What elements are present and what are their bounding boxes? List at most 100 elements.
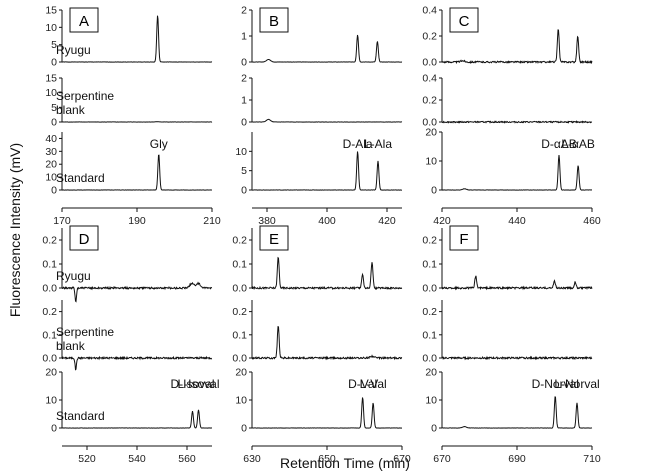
y-tick-label: 0 xyxy=(241,185,247,197)
x-tick-label: 440 xyxy=(508,215,526,227)
y-tick-label: 40 xyxy=(45,133,57,145)
x-tick-label: 690 xyxy=(508,453,526,465)
chromatogram-trace xyxy=(61,355,213,371)
panel-letter: F xyxy=(459,231,468,248)
y-tick-label: 10 xyxy=(45,172,57,184)
sample-label: Standard xyxy=(56,171,105,185)
trace-row: 0 1 2 xyxy=(241,73,403,129)
peak-annotation: D-Val xyxy=(348,377,377,391)
peak-annotation: L-Ala xyxy=(364,137,392,151)
chromatogram-trace xyxy=(441,275,593,291)
trace-row: 0.0 0.1 0.2 Ryugu xyxy=(42,228,213,303)
y-tick-label: 0.2 xyxy=(422,31,437,43)
trace-row: 0.0 0.2 0.4 xyxy=(422,5,593,69)
peak-annotation: Gly xyxy=(150,137,168,151)
y-tick-label: 10 xyxy=(425,395,437,407)
y-tick-label: 0.0 xyxy=(42,283,57,295)
chromatogram-trace xyxy=(252,34,403,63)
y-tick-label: 10 xyxy=(45,22,57,34)
peak-annotation: L-Norval xyxy=(554,377,599,391)
y-tick-label: 0.0 xyxy=(232,353,247,365)
trace-row: 0.0 0.1 0.2 xyxy=(422,300,593,365)
peak-annotation: D-Norval xyxy=(532,377,579,391)
y-tick-label: 1 xyxy=(241,31,247,43)
x-tick-label: 520 xyxy=(78,453,96,465)
y-tick-label: 0.0 xyxy=(422,57,437,69)
y-tick-label: 0 xyxy=(51,117,57,129)
chromatogram-trace xyxy=(252,256,403,291)
x-tick-label: 400 xyxy=(318,215,336,227)
y-tick-label: 2 xyxy=(241,5,247,17)
x-tick-label: 420 xyxy=(433,215,451,227)
panel-letter: B xyxy=(269,13,279,30)
panel-letter-box xyxy=(259,225,289,251)
chromatogram-trace xyxy=(61,409,212,429)
chromatogram-trace xyxy=(251,118,403,123)
y-tick-label: 5 xyxy=(51,39,57,51)
y-tick-label: 0.0 xyxy=(422,117,437,129)
y-tick-label: 10 xyxy=(45,395,57,407)
y-tick-label: 15 xyxy=(45,5,57,17)
y-tick-label: 5 xyxy=(51,102,57,114)
y-tick-label: 0 xyxy=(431,185,437,197)
y-tick-label: 0.4 xyxy=(422,73,437,85)
y-tick-label: 0.4 xyxy=(422,5,437,17)
y-tick-label: 20 xyxy=(235,367,247,379)
y-tick-label: 2 xyxy=(241,73,247,85)
y-tick-label: 0 xyxy=(51,423,57,435)
y-tick-label: 0 xyxy=(241,57,247,69)
x-tick-label: 460 xyxy=(583,215,601,227)
panel-letter: D xyxy=(79,231,90,248)
x-tick-label: 650 xyxy=(318,453,336,465)
panel-a: A051015Ryugu051015Serpentineblank0102030… xyxy=(45,5,221,228)
sample-label: Ryugu xyxy=(56,43,91,57)
y-tick-label: 0 xyxy=(431,423,437,435)
chromatogram-trace xyxy=(252,151,402,191)
panel-letter-box xyxy=(259,7,289,33)
y-tick-label: 20 xyxy=(425,127,437,139)
y-tick-label: 0 xyxy=(241,423,247,435)
panel-f: F 0.0 0.1 0.2 0.0 0.1 0.2 0 10 20 D-NorvalL-Norval… xyxy=(422,225,601,465)
x-axis-label: Retention Time (min) xyxy=(280,455,410,471)
y-tick-label: 0 xyxy=(51,185,57,197)
y-tick-label: 0 xyxy=(51,57,57,69)
panel-letter: C xyxy=(459,13,470,30)
y-tick-label: 0.0 xyxy=(422,353,437,365)
sample-label: Serpentine xyxy=(56,89,114,103)
y-tick-label: 0.2 xyxy=(232,235,247,247)
y-tick-label: 0 xyxy=(241,117,247,129)
y-tick-label: 30 xyxy=(45,146,57,158)
y-tick-label: 10 xyxy=(235,395,247,407)
sample-label: blank xyxy=(56,103,86,117)
y-tick-label: 0.2 xyxy=(422,95,437,107)
y-tick-label: 0.2 xyxy=(422,306,437,318)
x-tick-label: 630 xyxy=(243,453,261,465)
panel-letter: A xyxy=(79,13,89,30)
sample-label: Serpentine xyxy=(56,325,114,339)
x-tick-label: 170 xyxy=(53,215,71,227)
panel-letter-box xyxy=(69,7,99,33)
y-tick-label: 15 xyxy=(45,73,57,85)
chromatogram-trace xyxy=(251,325,403,361)
y-tick-label: 0.0 xyxy=(422,283,437,295)
x-tick-label: 670 xyxy=(433,453,451,465)
y-tick-label: 0.2 xyxy=(42,306,57,318)
panel-letter-box xyxy=(449,7,479,33)
peak-annotation: D-αAB xyxy=(541,137,577,151)
x-tick-label: 710 xyxy=(583,453,601,465)
x-tick-label: 210 xyxy=(203,215,221,227)
y-tick-label: 0.1 xyxy=(42,329,57,341)
x-tick-label: 380 xyxy=(258,215,276,227)
x-tick-label: 670 xyxy=(393,453,411,465)
peak-annotation: L-Val xyxy=(360,377,387,391)
trace-row: 0.0 0.2 0.4 xyxy=(422,73,593,129)
sample-label: Ryugu xyxy=(56,269,91,283)
panel-d: D0.00.10.2Ryugu0.00.10.2Serpentineblank0… xyxy=(42,225,220,465)
chromatogram-trace xyxy=(252,397,402,429)
